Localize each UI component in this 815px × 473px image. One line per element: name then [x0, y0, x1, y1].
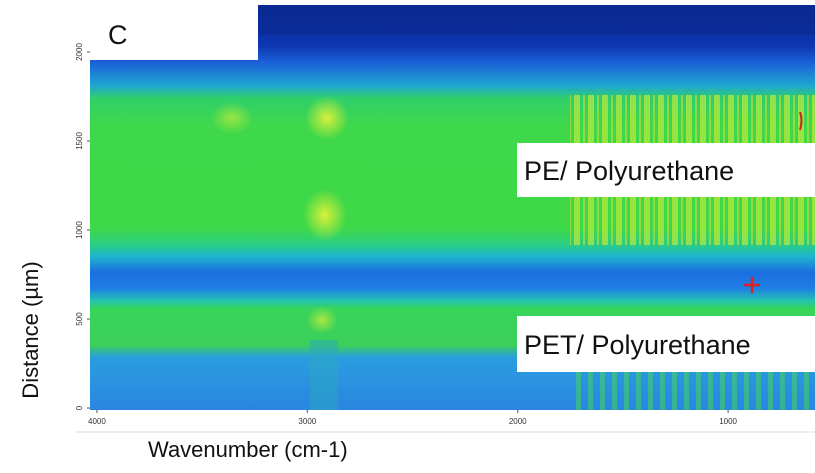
y-axis-label: Distance (µm) [18, 261, 43, 398]
annotation-box [517, 316, 815, 372]
x-tick-label: 2000 [509, 417, 527, 426]
x-axis-label: Wavenumber (cm-1) [148, 437, 348, 462]
annotation: PET/ Polyurethane [524, 330, 751, 360]
panel-label: C [108, 20, 128, 50]
panel-label-box [90, 5, 258, 60]
x-tick-label: 3000 [298, 417, 316, 426]
hot-spot [305, 96, 349, 140]
marker-cross [744, 277, 760, 293]
y-tick-label: 2000 [75, 43, 84, 61]
annotation-box [517, 143, 815, 197]
hot-spot [303, 189, 347, 241]
annotation: PE/ Polyurethane [524, 156, 734, 186]
y-tick-label: 1000 [75, 221, 84, 239]
y-tick-label: 0 [75, 405, 84, 410]
hot-spot [306, 306, 338, 334]
hot-spot [210, 102, 254, 134]
dark-band [258, 5, 815, 35]
y-tick-label: 500 [75, 312, 84, 326]
x-tick-label: 4000 [88, 417, 106, 426]
heatmap [90, 5, 815, 410]
band [310, 340, 338, 410]
y-tick-label: 1500 [75, 132, 84, 150]
x-tick-label: 1000 [719, 417, 737, 426]
marker [799, 111, 803, 131]
